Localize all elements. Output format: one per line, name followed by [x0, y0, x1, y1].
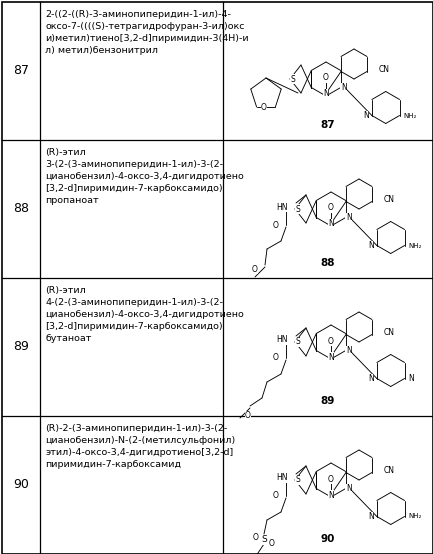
Text: O: O [273, 353, 279, 362]
Text: S: S [296, 337, 301, 346]
Text: O: O [253, 532, 259, 541]
Text: O: O [245, 412, 251, 420]
Text: N: N [346, 484, 352, 493]
Text: NH₂: NH₂ [409, 514, 422, 520]
Text: N: N [328, 219, 334, 228]
Text: O: O [269, 540, 275, 548]
Text: N: N [409, 374, 414, 383]
Text: 90: 90 [321, 534, 335, 544]
Text: O: O [328, 474, 334, 484]
Text: N: N [341, 83, 346, 92]
Text: HN: HN [277, 203, 288, 212]
Text: S: S [261, 536, 267, 545]
Text: N: N [368, 241, 374, 250]
Text: N: N [346, 346, 352, 355]
Text: O: O [328, 336, 334, 346]
Text: S: S [296, 204, 301, 213]
Text: NH₂: NH₂ [404, 112, 417, 119]
Text: HN: HN [277, 336, 288, 345]
Text: O: O [323, 74, 329, 83]
Text: (R)-этил
4-(2-(3-аминопиперидин-1-ил)-3-(2-
цианобензил)-4-оксо-3,4-дигидротиено: (R)-этил 4-(2-(3-аминопиперидин-1-ил)-3-… [45, 286, 244, 343]
Text: S: S [291, 74, 295, 84]
Text: 90: 90 [13, 479, 29, 491]
Text: 87: 87 [321, 120, 335, 130]
Text: O: O [273, 220, 279, 229]
Text: 88: 88 [13, 203, 29, 216]
Text: N: N [363, 111, 369, 120]
Text: NH₂: NH₂ [409, 243, 422, 249]
Text: (R)-2-(3-аминопиперидин-1-ил)-3-(2-
цианобензил)-N-(2-(метилсульфонил)
этил)-4-о: (R)-2-(3-аминопиперидин-1-ил)-3-(2- циан… [45, 424, 235, 469]
Text: N: N [328, 352, 334, 362]
Text: O: O [273, 491, 279, 500]
Text: CN: CN [384, 328, 395, 337]
Text: 89: 89 [321, 396, 335, 406]
Text: N: N [368, 374, 374, 383]
Text: 87: 87 [13, 64, 29, 78]
Text: O: O [328, 203, 334, 213]
Text: O: O [252, 264, 258, 274]
Text: CN: CN [384, 195, 395, 204]
Text: CN: CN [384, 466, 395, 475]
Text: O: O [261, 102, 267, 111]
Text: 88: 88 [321, 258, 335, 268]
Text: 2-((2-((R)-3-аминопиперидин-1-ил)-4-
оксо-7-((((S)-тетрагидрофуран-3-ил)окс
и)ме: 2-((2-((R)-3-аминопиперидин-1-ил)-4- окс… [45, 10, 249, 55]
Text: N: N [328, 490, 334, 500]
Text: HN: HN [277, 474, 288, 483]
Text: S: S [296, 475, 301, 485]
Text: 89: 89 [13, 341, 29, 353]
Text: N: N [368, 512, 374, 521]
Text: CN: CN [379, 65, 390, 74]
Text: (R)-этил
3-(2-(3-аминопиперидин-1-ил)-3-(2-
цианобензил)-4-оксо-3,4-дигидротиено: (R)-этил 3-(2-(3-аминопиперидин-1-ил)-3-… [45, 148, 244, 205]
Text: N: N [346, 213, 352, 222]
Text: N: N [323, 90, 329, 99]
